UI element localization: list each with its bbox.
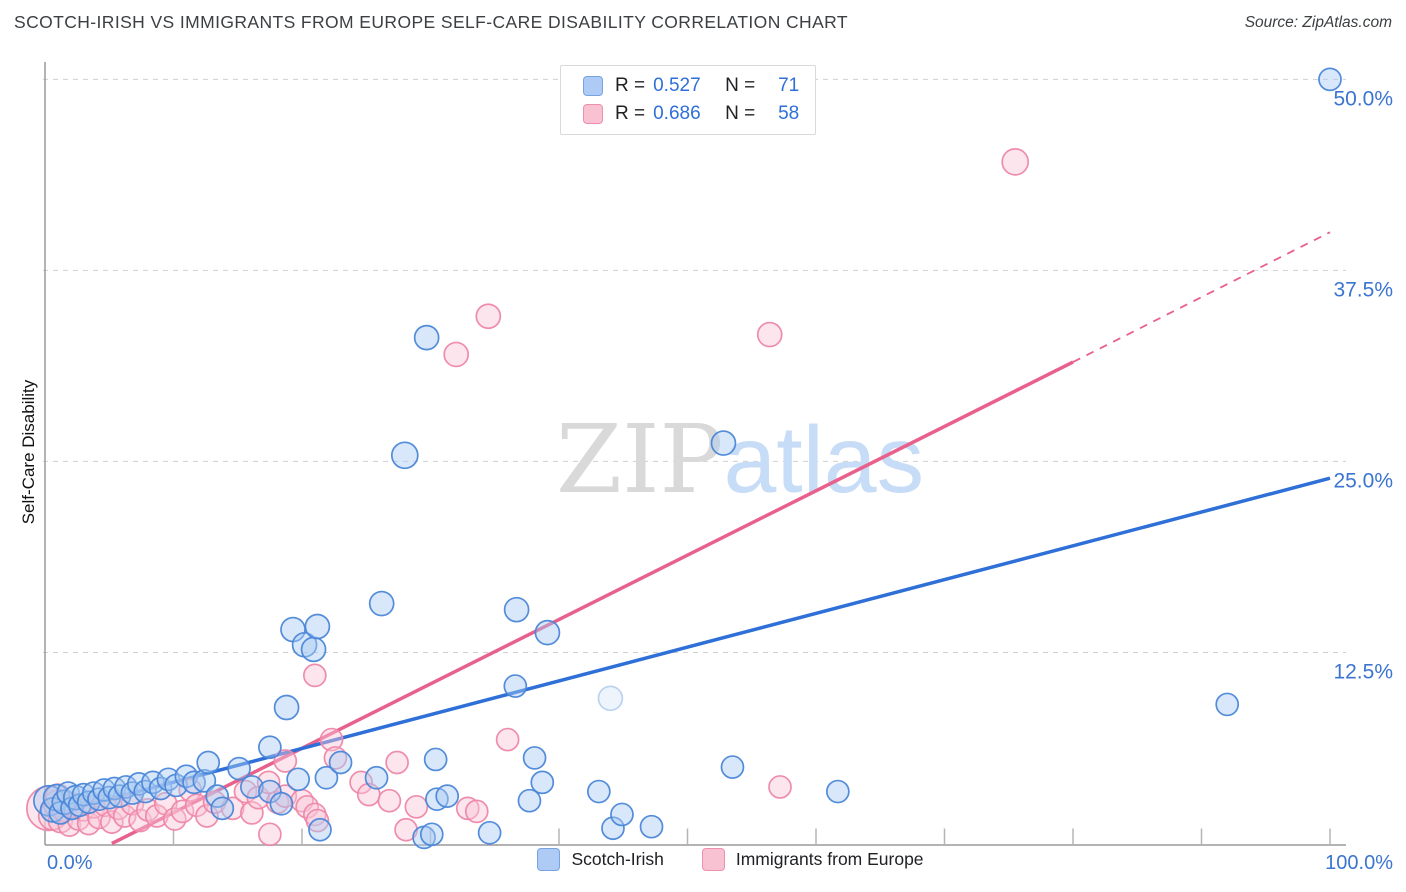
r-label: R = — [615, 103, 646, 124]
scatter-point-scotch-irish[interactable] — [227, 756, 251, 781]
scatter-point-immigrants[interactable] — [303, 663, 327, 688]
scatter-point-scotch-irish[interactable] — [825, 779, 850, 804]
scatter-point-scotch-irish[interactable] — [196, 750, 221, 775]
pink-series-swatch — [701, 848, 725, 871]
pink-series-swatch — [583, 104, 603, 124]
scatter-point-scotch-irish[interactable] — [328, 750, 353, 775]
series-legend: Scotch-Irish Immigrants from Europe — [0, 848, 1406, 871]
scatter-point-immigrants[interactable] — [240, 801, 264, 825]
scatter-point-scotch-irish[interactable] — [423, 747, 448, 772]
blue-trend-line — [44, 476, 1331, 818]
scatter-point-immigrants[interactable] — [319, 727, 344, 752]
scatter-point-scotch-irish[interactable] — [1215, 692, 1240, 717]
page-title: SCOTCH-IRISH VS IMMIGRANTS FROM EUROPE S… — [14, 12, 848, 32]
scatter-point-scotch-irish[interactable] — [1318, 67, 1342, 92]
scatter-point-scotch-irish[interactable] — [522, 746, 547, 770]
r-value-pink: 0.686 — [653, 103, 701, 124]
scatter-point-immigrants[interactable] — [385, 750, 409, 775]
legend-label: Scotch-Irish — [571, 849, 664, 869]
pink-trend-line — [111, 360, 1074, 846]
stats-row-scotch-irish: R = 0.527 N = 71 — [561, 75, 815, 97]
scatter-point-immigrants[interactable] — [464, 799, 489, 824]
scatter-point-scotch-irish[interactable] — [503, 596, 530, 623]
scatter-point-scotch-irish[interactable] — [258, 735, 282, 760]
scatter-point-scotch-irish[interactable] — [308, 817, 332, 842]
legend-item-immigrants[interactable]: Immigrants from Europe — [701, 848, 924, 871]
scatter-point-immigrants[interactable] — [195, 804, 219, 828]
source-attribution: Source: ZipAtlas.com — [1244, 14, 1392, 31]
r-label: R = — [615, 75, 646, 96]
scatter-point-scotch-irish[interactable] — [273, 694, 300, 721]
y-tick-label: 12.5% — [1333, 660, 1393, 683]
scatter-point-scotch-irish[interactable] — [240, 775, 264, 799]
y-tick-label: 37.5% — [1333, 278, 1393, 301]
zipatlas-watermark: ZIPatlas — [556, 405, 924, 515]
legend-item-scotch-irish[interactable]: Scotch-Irish — [537, 848, 664, 871]
n-value-blue: 71 — [778, 75, 800, 96]
scatter-point-scotch-irish[interactable] — [710, 430, 737, 456]
scatter-point-immigrants[interactable] — [144, 804, 169, 828]
scatter-point-scotch-irish[interactable] — [435, 784, 460, 808]
scatter-point-scotch-irish[interactable] — [597, 685, 624, 712]
n-label: N = — [725, 103, 756, 124]
blue-series-swatch — [537, 848, 561, 871]
scatter-point-immigrants[interactable] — [377, 788, 402, 813]
scatter-point-immigrants[interactable] — [475, 303, 502, 330]
correlation-stats-legend: R = 0.527 N = 71 R = 0.686 N = 58 — [560, 65, 816, 135]
pink-trend-line-dashed — [1072, 231, 1331, 363]
n-label: N = — [725, 75, 756, 96]
scatter-point-scotch-irish[interactable] — [286, 767, 310, 792]
scatter-point-scotch-irish[interactable] — [720, 755, 745, 779]
y-tick-label: 50.0% — [1333, 87, 1393, 110]
y-axis-title: Self-Care Disability — [19, 379, 38, 525]
scatter-point-immigrants[interactable] — [443, 341, 470, 368]
scatter-point-scotch-irish[interactable] — [210, 796, 235, 821]
scatter-point-scotch-irish[interactable] — [413, 324, 440, 351]
scatter-point-scotch-irish[interactable] — [205, 784, 230, 808]
scatter-point-scotch-irish[interactable] — [390, 441, 419, 470]
scatter-point-immigrants[interactable] — [258, 822, 282, 847]
scatter-point-immigrants[interactable] — [455, 796, 480, 821]
scatter-point-scotch-irish[interactable] — [601, 816, 625, 841]
r-value-blue: 0.527 — [653, 75, 701, 96]
scatter-point-scotch-irish[interactable] — [269, 791, 294, 816]
n-value-pink: 58 — [778, 103, 800, 124]
legend-label: Immigrants from Europe — [735, 849, 924, 869]
scatter-point-scotch-irish[interactable] — [314, 765, 339, 790]
scatter-point-scotch-irish[interactable] — [419, 822, 444, 847]
scatter-point-scotch-irish[interactable] — [610, 802, 634, 827]
scatter-point-immigrants[interactable] — [273, 749, 298, 773]
scatter-point-immigrants[interactable] — [170, 799, 195, 824]
scatter-point-scotch-irish[interactable] — [517, 788, 542, 813]
scatter-point-immigrants[interactable] — [404, 794, 429, 819]
scatter-point-immigrants[interactable] — [233, 779, 258, 804]
scatter-point-scotch-irish[interactable] — [477, 820, 502, 845]
y-tick-label: 25.0% — [1333, 469, 1393, 492]
scatter-point-scotch-irish[interactable] — [534, 619, 561, 646]
scatter-point-scotch-irish[interactable] — [364, 765, 389, 790]
scatter-point-scotch-irish[interactable] — [368, 590, 395, 617]
scatter-point-immigrants[interactable] — [349, 770, 373, 795]
scatter-point-scotch-irish[interactable] — [639, 814, 664, 839]
scatter-point-immigrants[interactable] — [768, 775, 792, 799]
scatter-point-immigrants[interactable] — [495, 727, 520, 752]
scatter-point-scotch-irish[interactable] — [192, 768, 217, 793]
scatter-point-scotch-irish[interactable] — [503, 674, 528, 698]
blue-series-swatch — [583, 76, 603, 96]
scatter-point-scotch-irish[interactable] — [304, 613, 331, 640]
x-min-label: 0.0% — [47, 852, 93, 874]
scatter-point-scotch-irish[interactable] — [586, 779, 611, 804]
scatter-point-immigrants[interactable] — [305, 808, 330, 833]
scatter-point-scotch-irish[interactable] — [530, 770, 555, 795]
scatter-point-scotch-irish[interactable] — [300, 636, 327, 663]
scatter-point-immigrants[interactable] — [99, 810, 124, 834]
x-max-label: 100.0% — [1325, 852, 1393, 874]
stats-row-immigrants: R = 0.686 N = 58 — [561, 103, 815, 125]
scatter-point-immigrants[interactable] — [1001, 148, 1030, 176]
scatter-point-immigrants[interactable] — [756, 321, 783, 348]
